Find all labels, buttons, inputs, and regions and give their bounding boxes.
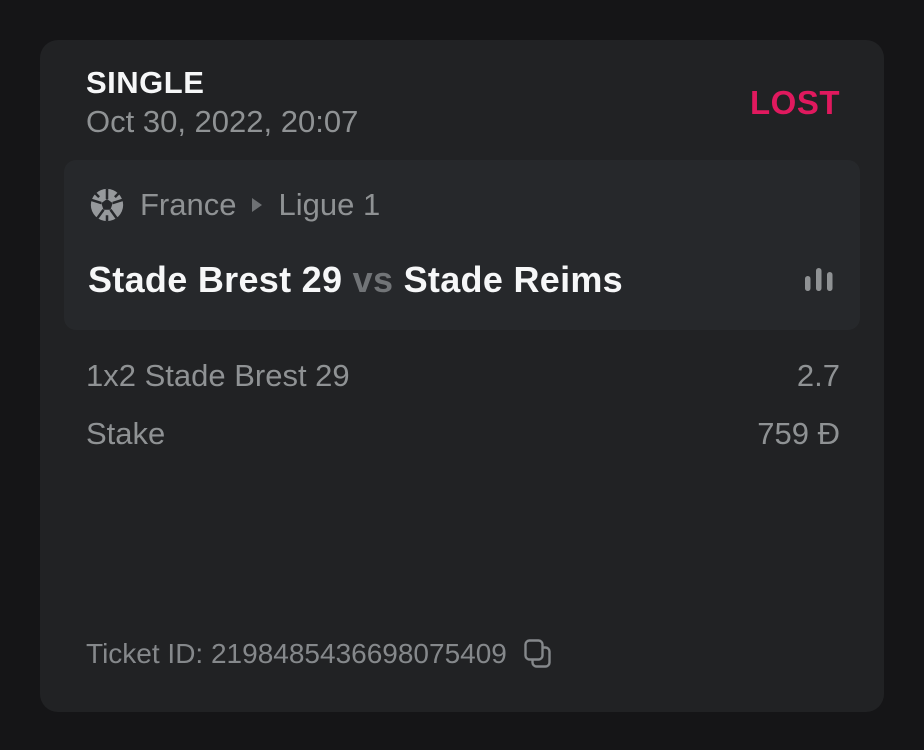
bet-selection-row: 1x2 Stade Brest 29 2.7 [86, 356, 840, 396]
stake-label: Stake [86, 416, 166, 451]
stake-row: Stake 759 Đ [86, 414, 840, 454]
league-breadcrumb: France Ligue 1 [88, 186, 836, 224]
match-row: Stade Brest 29 vs Stade Reims [88, 258, 836, 302]
home-team: Stade Brest 29 [88, 259, 343, 300]
ticket-header: SINGLE Oct 30, 2022, 20:07 LOST [86, 64, 840, 142]
match-title: Stade Brest 29 vs Stade Reims [88, 258, 623, 302]
status-badge: LOST [750, 84, 840, 121]
league-label: Ligue 1 [278, 187, 381, 222]
ticket-id-label: Ticket ID: [86, 638, 204, 669]
country-label: France [140, 187, 237, 222]
ticket-footer: Ticket ID: 2198485436698075409 [86, 638, 840, 670]
ticket-id-text: Ticket ID: 2198485436698075409 [86, 638, 507, 670]
bet-ticket-card: SINGLE Oct 30, 2022, 20:07 LOST France L… [40, 40, 884, 712]
copy-icon [523, 638, 553, 670]
vs-label: vs [352, 259, 394, 300]
breadcrumb-arrow-icon [252, 198, 263, 212]
away-team: Stade Reims [403, 259, 623, 300]
spacer [40, 472, 884, 638]
match-card[interactable]: France Ligue 1 Stade Brest 29 vs Stade R… [64, 160, 860, 330]
ticket-type-label: SINGLE [86, 65, 205, 100]
ticket-id-value: 2198485436698075409 [210, 638, 507, 669]
bet-selection-label: 1x2 Stade Brest 29 [86, 358, 350, 393]
ticket-datetime: Oct 30, 2022, 20:07 [86, 104, 359, 139]
stats-bar-chart-icon[interactable] [802, 262, 836, 298]
stake-value: 759 Đ [757, 416, 840, 451]
ticket-type-and-date: SINGLE Oct 30, 2022, 20:07 [86, 64, 358, 142]
bet-odds-value: 2.7 [796, 358, 840, 393]
soccer-ball-icon [88, 186, 126, 224]
copy-ticket-id-button[interactable] [523, 638, 553, 670]
bet-details: 1x2 Stade Brest 29 2.7 Stake 759 Đ [86, 356, 840, 472]
